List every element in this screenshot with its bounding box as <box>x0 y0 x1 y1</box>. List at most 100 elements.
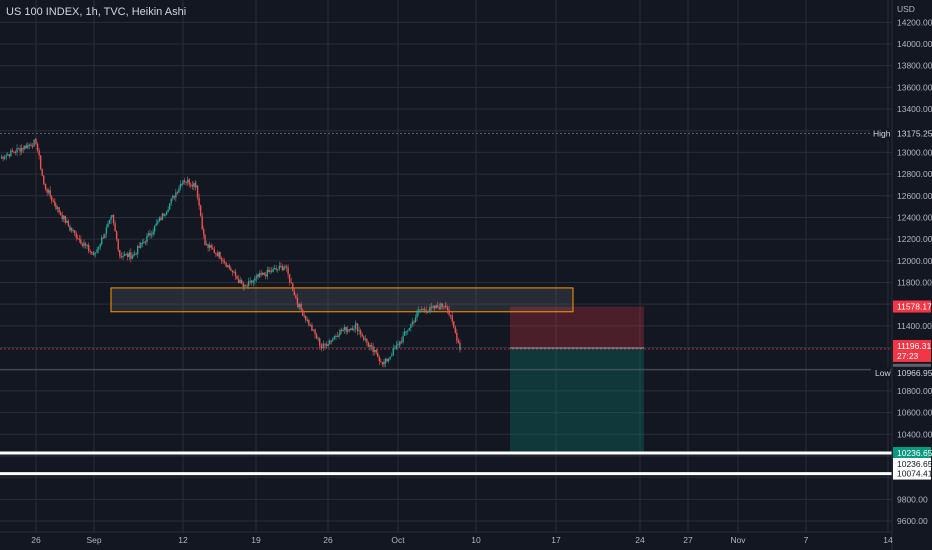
candle-body <box>77 237 79 240</box>
candle-body <box>167 209 169 212</box>
candle-body <box>260 273 262 275</box>
candle-body <box>410 324 412 329</box>
candle-body <box>110 216 112 220</box>
price-tick-label: 14000.00 <box>897 39 932 49</box>
candle-body <box>108 219 111 224</box>
stop-loss-zone[interactable] <box>510 306 644 348</box>
candle-body <box>39 155 42 169</box>
candle-body <box>136 246 139 255</box>
candle-body <box>215 252 217 254</box>
candle-body <box>49 190 51 197</box>
candle-body <box>266 269 268 277</box>
candle-body <box>191 184 193 187</box>
price-tick-label: 11800.00 <box>897 278 932 288</box>
candle-body <box>433 305 436 309</box>
time-tick-label: 14 <box>883 535 893 545</box>
price-tick-label: 11400.00 <box>897 321 932 331</box>
candle-body <box>441 303 444 307</box>
candle-body <box>66 220 68 223</box>
candle-body <box>353 328 355 331</box>
current-price-label: 11196.31 <box>897 341 931 351</box>
candle-body <box>448 309 450 315</box>
candle-body <box>114 223 116 232</box>
candle-body <box>195 185 197 188</box>
candle-body <box>332 338 334 341</box>
candle-body <box>47 190 50 193</box>
candle-body <box>414 317 417 322</box>
candle-body <box>7 154 9 156</box>
candle-body <box>54 201 56 206</box>
candle-body <box>249 280 251 282</box>
candle-body <box>78 239 80 241</box>
candle-body <box>225 262 227 267</box>
candle-body <box>400 341 403 343</box>
candle-body <box>350 328 352 330</box>
candle-body <box>38 150 40 156</box>
candle-body <box>319 338 321 346</box>
candle-body <box>392 348 394 356</box>
candle-body <box>175 192 177 198</box>
candle-body <box>231 270 234 272</box>
currency-label: USD <box>897 4 915 14</box>
candle-body <box>143 241 145 243</box>
candle-body <box>295 295 297 298</box>
candle-body <box>445 306 447 308</box>
candle-body <box>407 330 409 332</box>
candle-body <box>160 217 162 220</box>
candle-body <box>55 205 57 209</box>
candle-body <box>104 234 106 239</box>
candle-body <box>408 328 410 331</box>
candle-body <box>314 329 316 335</box>
candle-body <box>105 227 108 235</box>
candle-body <box>268 269 270 272</box>
candle-body <box>386 358 388 362</box>
candle-body <box>438 307 440 310</box>
candle-body <box>281 266 284 271</box>
candle-body <box>153 225 156 232</box>
candle-body <box>265 274 267 277</box>
price-tick-label: 13600.00 <box>897 82 932 92</box>
candle-body <box>69 227 71 230</box>
candle-body <box>125 253 127 255</box>
candle-body <box>347 329 349 332</box>
candle-body <box>112 215 115 224</box>
candle-body <box>24 145 26 150</box>
candle-body <box>456 332 458 341</box>
candle-body <box>61 214 63 219</box>
candle-body <box>435 305 437 309</box>
candle-body <box>336 336 339 338</box>
candle-body <box>147 233 150 236</box>
candle-body <box>413 321 415 323</box>
candle-body <box>305 316 307 321</box>
candle-body <box>247 281 250 286</box>
candle-body <box>155 223 157 226</box>
candle-body <box>198 197 200 206</box>
candle-body <box>372 346 374 352</box>
candle-body <box>241 280 243 284</box>
candle-body <box>343 327 346 330</box>
candle-body <box>227 265 229 267</box>
support-1-price-badge <box>893 457 931 470</box>
candle-body <box>257 274 259 277</box>
candle-body <box>369 345 371 347</box>
candle-body <box>86 244 88 246</box>
candle-body <box>422 308 424 310</box>
resistance-zone[interactable] <box>110 287 574 313</box>
candle-body <box>223 261 226 263</box>
candle-body <box>56 207 59 209</box>
candle-body <box>288 274 291 283</box>
candle-body <box>397 343 399 346</box>
candle-body <box>149 233 151 236</box>
candle-body <box>218 252 220 257</box>
candle-body <box>364 338 366 340</box>
candle-body <box>277 269 279 271</box>
candle-body <box>44 183 47 190</box>
time-tick-label: Oct <box>391 535 405 545</box>
candle-body <box>254 278 256 281</box>
support-2-price-badge <box>893 467 931 480</box>
candle-body <box>152 231 154 235</box>
take-profit-zone[interactable] <box>510 347 644 452</box>
candle-body <box>417 310 420 313</box>
